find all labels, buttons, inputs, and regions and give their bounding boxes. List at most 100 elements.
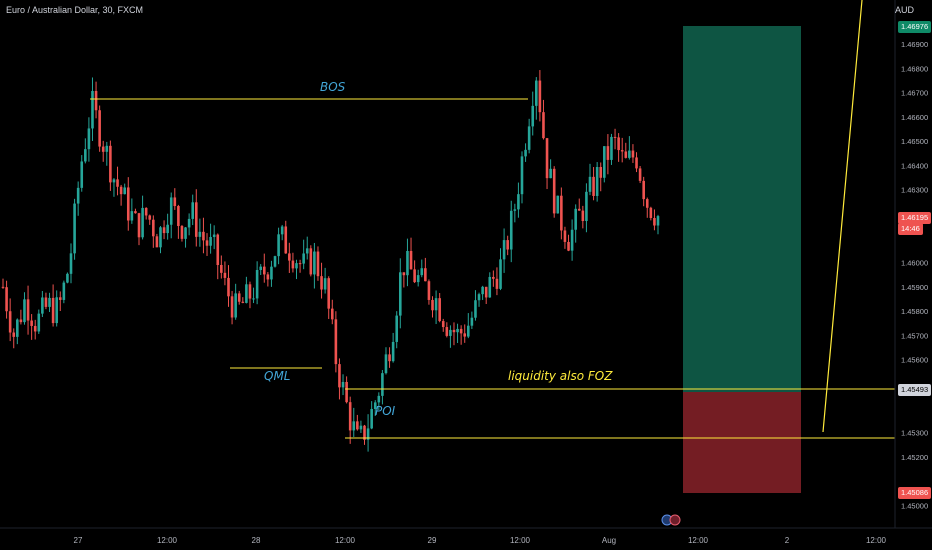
candle-body [377, 395, 381, 403]
candle-body [16, 319, 19, 337]
candle-body [545, 138, 549, 179]
candle-body [363, 425, 366, 440]
candle-body [309, 248, 313, 275]
candle-body [273, 256, 277, 267]
candle-body [177, 206, 180, 227]
candle-body [305, 248, 309, 254]
price-tick-10: 1.45700 [901, 331, 928, 340]
candle-body [517, 194, 520, 210]
candle-body [524, 149, 527, 157]
candle-body [441, 321, 445, 328]
candle-body [313, 251, 316, 275]
candle-body [574, 208, 577, 230]
candle-body [223, 272, 227, 278]
symbol-title[interactable]: Euro / Australian Dollar, 30, FXCM [6, 5, 144, 15]
candle-body [613, 136, 617, 138]
candle-body [159, 227, 162, 248]
time-tick-9: 12:00 [866, 536, 887, 545]
candle-body [116, 179, 119, 187]
candle-body [320, 276, 323, 290]
candle-body [295, 263, 298, 269]
candle-body [477, 294, 481, 301]
time-tick-2: 28 [252, 536, 261, 545]
candle-body [656, 216, 660, 226]
candle-body [381, 373, 384, 396]
candle-body [73, 203, 76, 254]
price-tick-6: 1.46300 [901, 186, 928, 195]
candle-body [624, 151, 628, 158]
candle-body [152, 219, 155, 237]
candle-body [237, 293, 241, 302]
candle-body [352, 421, 356, 431]
candle-body [413, 269, 416, 283]
candle-body [252, 298, 255, 300]
candle-body [30, 320, 33, 326]
candle-body [12, 332, 16, 337]
candle-body [123, 187, 126, 195]
candle-body [438, 298, 441, 322]
candle-body [209, 237, 212, 246]
candle-body [645, 199, 649, 208]
candle-body [459, 328, 463, 334]
price-axis-ticks: 1.46900 1.46800 1.46700 1.46600 1.46500 1.464… [901, 40, 928, 510]
event-marker-icon [669, 514, 681, 526]
candle-body [255, 269, 259, 299]
candle-body [130, 211, 134, 221]
candle-body [366, 428, 370, 440]
candle-body [585, 191, 588, 222]
candle-body [452, 329, 456, 333]
candle-body [94, 90, 98, 111]
candle-body [456, 328, 459, 333]
candle-body [370, 408, 373, 429]
time-tick-7: 12:00 [688, 536, 709, 545]
candle-body [316, 251, 320, 277]
candle-body [395, 315, 399, 342]
candle-body [495, 278, 499, 289]
candle-body [202, 231, 205, 241]
candle-body [577, 208, 581, 211]
candle-body [155, 236, 159, 248]
candle-body [492, 276, 495, 279]
candle-body [556, 195, 560, 214]
candle-body [55, 297, 58, 324]
candle-body [463, 333, 467, 337]
candle-body [388, 354, 391, 362]
candle-body [509, 210, 513, 250]
candles-series [1, 70, 660, 452]
candle-body [649, 207, 653, 219]
candle-body [427, 281, 431, 300]
candle-body [638, 168, 642, 181]
candle-body [19, 319, 23, 323]
candle-body [220, 265, 223, 273]
price-tick-3: 1.46600 [901, 113, 928, 122]
candle-body [330, 308, 334, 320]
candle-body [144, 207, 148, 216]
candle-body [259, 266, 263, 270]
candle-body [51, 297, 55, 324]
time-tick-1: 12:00 [157, 536, 178, 545]
candle-body [384, 354, 388, 374]
candle-body [1, 286, 5, 288]
price-tick-12: 1.45300 [901, 429, 928, 438]
candle-body [141, 207, 144, 238]
candle-body [409, 250, 413, 270]
candle-body [234, 293, 237, 318]
candle-body [599, 167, 603, 178]
candle-body [470, 317, 474, 326]
candle-body [341, 381, 345, 388]
candle-body [424, 268, 427, 282]
candle-body [134, 211, 137, 214]
stop-price-label: 1.45086 [898, 487, 932, 499]
candle-body [570, 229, 574, 251]
candle-body [506, 240, 509, 250]
price-tick-14: 1.45000 [901, 501, 928, 510]
candle-body [449, 329, 452, 336]
currency-label: AUD [894, 5, 914, 15]
candle-body [62, 282, 66, 300]
candle-body [542, 112, 545, 139]
candle-body [610, 136, 613, 160]
price-tick-0: 1.46900 [901, 40, 928, 49]
price-tick-4: 1.46500 [901, 137, 928, 146]
candle-body [41, 297, 44, 314]
